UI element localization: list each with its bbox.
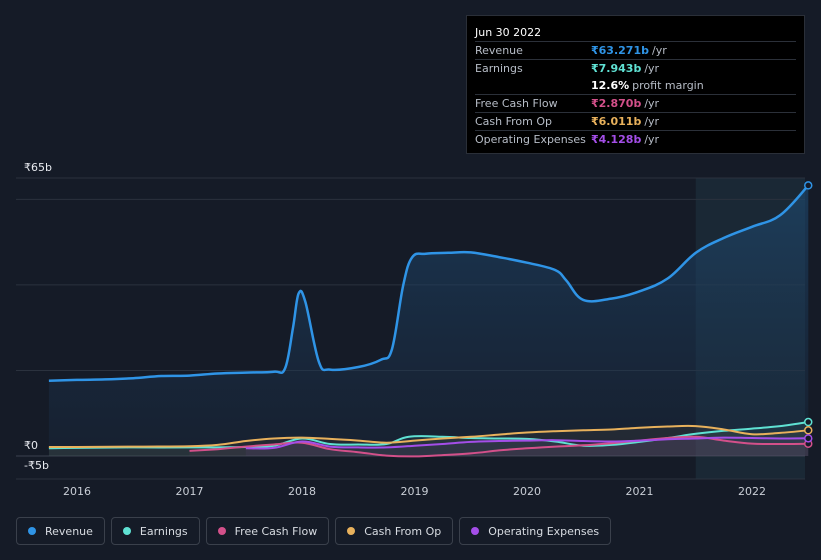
x-tick-label: 2016 (63, 485, 91, 498)
tooltip-value: 12.6% (591, 79, 630, 92)
tooltip-label: Cash From Op (475, 115, 553, 128)
tooltip-unit: /yr (644, 115, 660, 128)
tooltip-unit: /yr (644, 97, 660, 110)
y-label-zero: ₹0 (24, 439, 38, 452)
cash-from-op-end-marker (804, 426, 813, 435)
legend-label: Operating Expenses (488, 524, 600, 538)
tooltip-label: Free Cash Flow (475, 97, 558, 110)
revenue-area (48, 185, 809, 456)
tooltip-unit: /yr (644, 62, 660, 75)
legend-item-earnings[interactable]: Earnings (110, 517, 200, 545)
tooltip-value: ₹6.011b (591, 115, 642, 128)
operating-expenses-end-marker (804, 434, 813, 443)
legend-item-revenue[interactable]: Revenue (16, 517, 105, 545)
x-tick-label: 2017 (176, 485, 204, 498)
tooltip-unit: /yr (651, 44, 667, 57)
tooltip-row-operating-expenses: Operating Expenses ₹4.128b/yr (475, 130, 796, 148)
y-axis-labels: ₹65b ₹0 -₹5b (24, 161, 52, 472)
legend-dot-icon (347, 527, 356, 535)
tooltip-value: ₹7.943b (591, 62, 642, 75)
tooltip-label (475, 77, 591, 94)
x-tick-label: 2019 (401, 485, 429, 498)
y-label-bottom: -₹5b (24, 459, 49, 472)
legend-dot-icon (122, 527, 131, 535)
revenue-end-marker (804, 181, 813, 190)
legend-label: Revenue (45, 524, 93, 538)
x-tick-label: 2018 (288, 485, 316, 498)
x-tick-label: 2020 (513, 485, 541, 498)
tooltip-row-earnings: Earnings ₹7.943b/yr (475, 59, 796, 77)
y-label-top: ₹65b (24, 161, 52, 174)
legend-dot-icon (471, 527, 480, 535)
tooltip-panel: Jun 30 2022 Revenue ₹63.271b/yr Earnings ₹7… (466, 15, 805, 154)
x-tick-label: 2021 (626, 485, 654, 498)
tooltip-unit: /yr (644, 133, 660, 146)
legend: Revenue Earnings Free Cash Flow Cash From O… (16, 517, 612, 547)
x-axis-labels: 2016 2017 2018 2019 2020 2021 2022 (63, 485, 766, 498)
revenue-line (48, 184, 810, 382)
tooltip-value: ₹4.128b (591, 133, 642, 146)
legend-item-operating-expenses[interactable]: Operating Expenses (459, 517, 612, 545)
tooltip-rows: Revenue ₹63.271b/yr Earnings ₹7.943b/yr 12.6… (475, 41, 796, 148)
legend-dot-icon (28, 527, 36, 535)
tooltip-value: ₹2.870b (591, 97, 642, 110)
legend-label: Earnings (139, 524, 188, 538)
tooltip-value: ₹63.271b (591, 44, 649, 57)
tooltip-row-revenue: Revenue ₹63.271b/yr (475, 41, 796, 59)
legend-dot-icon (217, 527, 226, 535)
earnings-end-marker (804, 417, 813, 427)
cash-from-op-area (48, 425, 809, 456)
operating-expenses-line (245, 436, 809, 450)
operating-expenses-area (245, 437, 809, 456)
tooltip-date: Jun 30 2022 (475, 26, 542, 39)
legend-item-free-cash-flow[interactable]: Free Cash Flow (205, 517, 330, 545)
legend-item-cash-from-op[interactable]: Cash From Op (335, 517, 454, 545)
series-end-markers (804, 181, 813, 448)
tooltip-row-cash-from-op: Cash From Op ₹6.011b/yr (475, 112, 796, 130)
series-layer (48, 184, 810, 458)
tooltip-row-free-cash-flow: Free Cash Flow ₹2.870b/yr (475, 94, 796, 112)
tooltip-label: Revenue (475, 44, 523, 57)
tooltip-row-profit-margin: 12.6% profit margin (475, 77, 796, 94)
tooltip-unit: profit margin (632, 79, 704, 92)
x-tick-label: 2022 (738, 485, 766, 498)
legend-label: Free Cash Flow (234, 524, 318, 538)
tooltip-label: Earnings (475, 62, 523, 75)
legend-label: Cash From Op (364, 524, 442, 538)
tooltip-label: Operating Expenses (475, 133, 586, 146)
cash-from-op-line (48, 424, 809, 449)
